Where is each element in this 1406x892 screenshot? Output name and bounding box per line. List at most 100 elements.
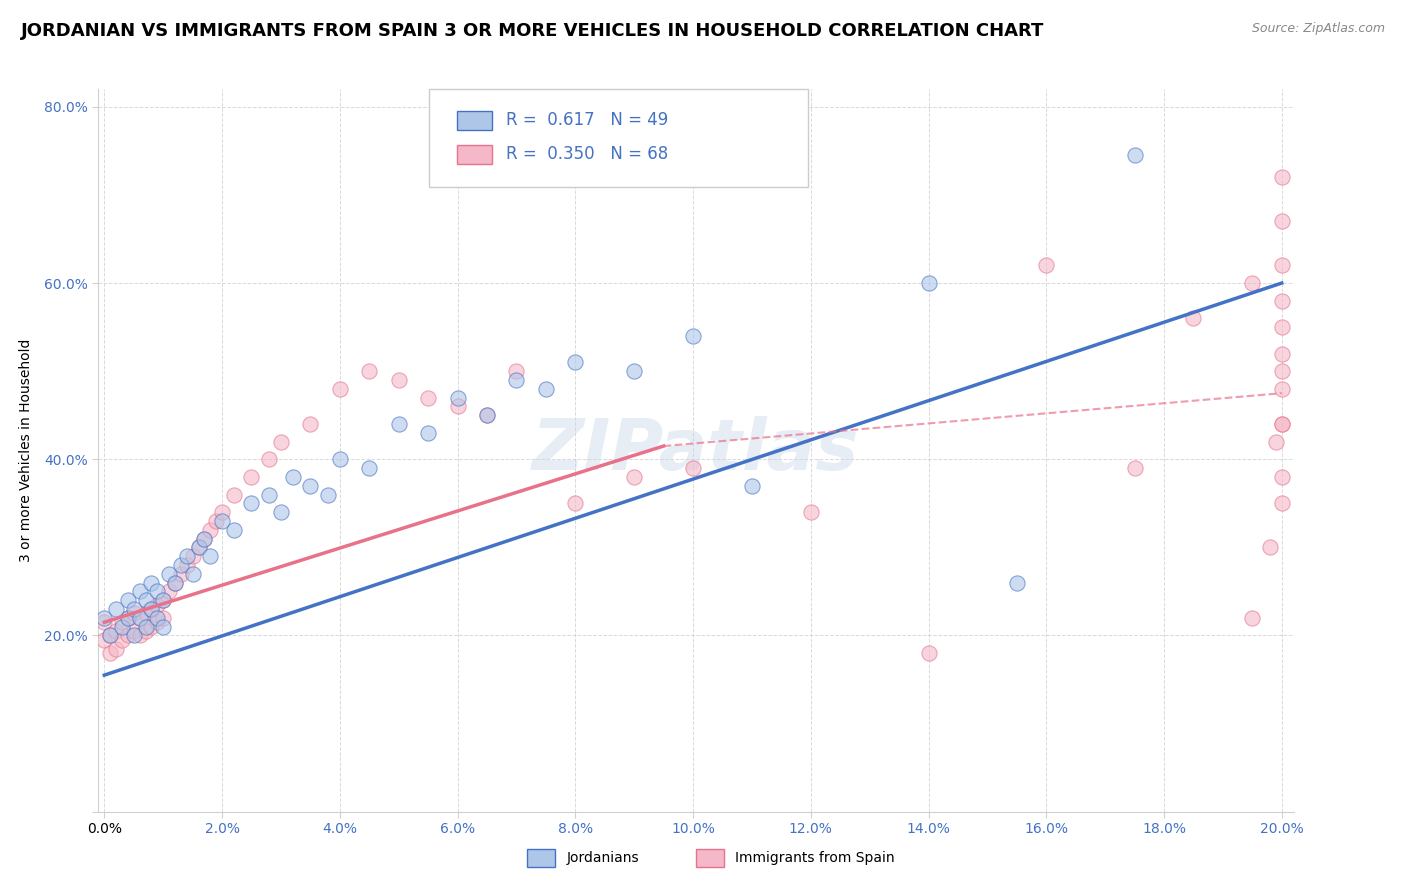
Point [181,566,204,581]
Point [257,487,280,501]
Point [388,417,411,431]
Point [152,593,174,607]
Text: Immigrants from Spain: Immigrants from Spain [735,851,896,865]
Point [117,593,139,607]
Text: JORDANIAN VS IMMIGRANTS FROM SPAIN 3 OR MORE VEHICLES IN HOUSEHOLD CORRELATION C: JORDANIAN VS IMMIGRANTS FROM SPAIN 3 OR … [21,22,1045,40]
Point [93,611,115,625]
Point [176,549,198,564]
Text: Source: ZipAtlas.com: Source: ZipAtlas.com [1251,22,1385,36]
Point [211,505,233,519]
Point [1271,320,1294,334]
Point [98,646,121,660]
Y-axis label: 3 or more Vehicles in Household: 3 or more Vehicles in Household [20,339,32,562]
Point [505,373,527,387]
Point [1271,417,1294,431]
Point [163,575,186,590]
Point [329,452,352,467]
Point [1258,541,1281,555]
Point [117,628,139,642]
Point [281,470,304,484]
Point [193,532,215,546]
Point [257,452,280,467]
Point [141,602,163,616]
Point [446,400,468,414]
Point [128,628,150,642]
Point [93,632,115,647]
Point [1271,364,1294,378]
Point [917,646,939,660]
Point [741,479,763,493]
Point [1271,382,1294,396]
Point [917,276,939,290]
Point [1271,470,1294,484]
Point [128,611,150,625]
Point [170,566,193,581]
Point [388,373,411,387]
Point [163,575,186,590]
Point [152,611,174,625]
Point [329,382,352,396]
Point [181,549,204,564]
Point [193,532,215,546]
Point [117,611,139,625]
Text: R =  0.617   N = 49: R = 0.617 N = 49 [506,112,668,129]
Text: ZIPatlas: ZIPatlas [533,416,859,485]
Text: R =  0.350   N = 68: R = 0.350 N = 68 [506,145,668,163]
Point [623,364,645,378]
Point [299,417,322,431]
Point [134,624,156,639]
Point [111,620,134,634]
Point [505,364,527,378]
Point [1271,293,1294,308]
Point [1035,259,1057,273]
Point [1271,214,1294,228]
Point [1241,611,1264,625]
Point [134,593,156,607]
Point [222,487,245,501]
Point [200,549,222,564]
Point [200,523,222,537]
Point [105,624,128,639]
Point [141,620,163,634]
Point [270,505,292,519]
Point [157,566,180,581]
Point [1182,311,1205,326]
Point [122,602,145,616]
Point [1123,148,1146,162]
Point [270,434,292,449]
Point [152,593,174,607]
Point [134,607,156,621]
Point [1123,461,1146,475]
Point [111,615,134,630]
Point [416,391,439,405]
Point [205,514,228,528]
Point [111,632,134,647]
Text: Jordanians: Jordanians [567,851,640,865]
Point [800,505,823,519]
Point [105,602,128,616]
Point [1271,496,1294,510]
Point [146,615,169,630]
Point [475,408,498,422]
Point [682,329,704,343]
Point [187,541,209,555]
Point [122,624,145,639]
Point [1005,575,1028,590]
Point [128,584,150,599]
Point [93,615,115,630]
Point [141,602,163,616]
Point [1271,259,1294,273]
Point [152,620,174,634]
Point [128,611,150,625]
Point [222,523,245,537]
Point [564,355,586,369]
Point [1271,417,1294,431]
Point [141,575,163,590]
Point [299,479,322,493]
Point [1264,434,1286,449]
Point [98,628,121,642]
Point [146,584,169,599]
Point [122,607,145,621]
Point [475,408,498,422]
Point [240,496,263,510]
